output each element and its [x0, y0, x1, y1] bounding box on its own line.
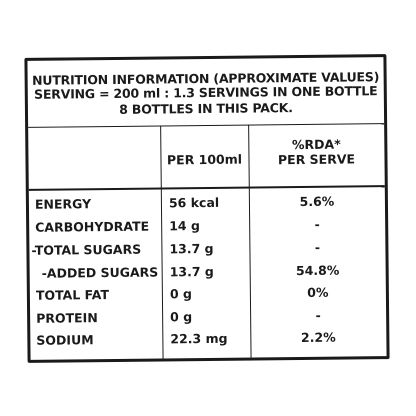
per-100ml-value: 0 g	[170, 309, 193, 325]
per-100ml-value: 22.3 mg	[170, 330, 228, 347]
per-100ml-value: 56 kcal	[168, 194, 220, 211]
table-row: -TOTAL SUGARS 13.7 g -	[29, 239, 385, 265]
nutrient-name: PROTEIN	[36, 310, 98, 326]
nutrient-name: SODIUM	[36, 332, 94, 348]
rda-value: 0%	[307, 284, 329, 300]
per-100ml-value: 14 g	[169, 218, 200, 234]
pack-info: 8 BOTTLES IN THIS PACK.	[119, 100, 293, 117]
rda-value: -	[314, 239, 321, 255]
table-row: CARBOHYDRATE 14 g -	[29, 216, 385, 242]
rda-value: 5.6%	[299, 193, 335, 210]
column-header-rda-line2: PER SERVE	[277, 151, 356, 168]
per-100ml-value: 0 g	[169, 286, 192, 302]
nutrient-name: -ADDED SUGARS	[41, 264, 159, 281]
nutrient-name: -TOTAL SUGARS	[31, 241, 142, 258]
rda-value: -	[315, 307, 321, 323]
rda-value: -	[314, 216, 320, 232]
nutrient-name: CARBOHYDRATE	[35, 218, 150, 235]
column-header-rda: %RDA* PER SERVE	[248, 136, 384, 168]
per-100ml-value: 13.7 g	[169, 263, 214, 280]
nutrient-name: ENERGY	[34, 196, 92, 212]
column-header-divider	[28, 185, 385, 191]
nutrient-name: TOTAL FAT	[35, 287, 110, 303]
table-row: SODIUM 22.3 mg 2.2%	[30, 329, 386, 355]
rda-value: 54.8%	[295, 262, 340, 279]
table-row: TOTAL FAT 0 g 0%	[30, 284, 386, 310]
rda-value: 2.2%	[300, 329, 336, 346]
column-header-rda-line1: %RDA*	[291, 136, 341, 153]
table-row: ENERGY 56 kcal 5.6%	[29, 193, 385, 219]
per-100ml-value: 13.7 g	[169, 240, 214, 257]
header-divider	[28, 123, 385, 128]
serving-info: SERVING = 200 ml : 1.3 SERVINGS IN ONE B…	[34, 83, 378, 102]
column-header-per-100ml: PER 100ml	[166, 151, 243, 168]
nutrition-label: NUTRITION INFORMATION (APPROXIMATE VALUE…	[24, 54, 390, 363]
